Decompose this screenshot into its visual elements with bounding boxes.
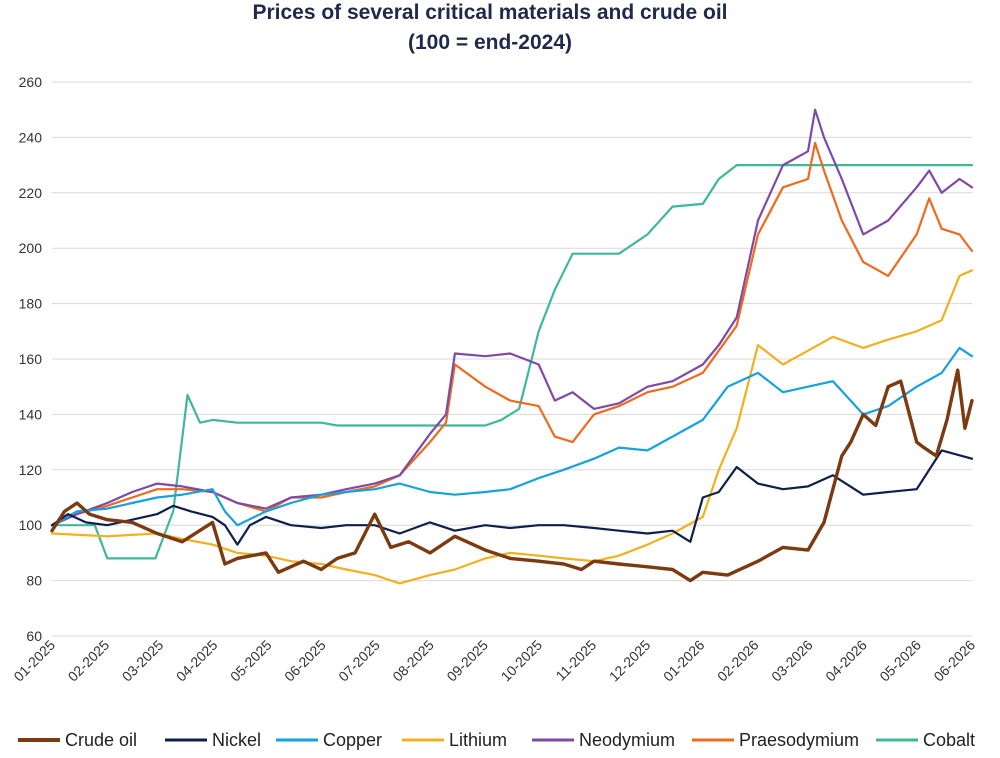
legend-label: Praesodymium	[739, 730, 859, 750]
y-tick-label: 140	[19, 406, 43, 422]
series-line-cobalt	[50, 164, 974, 560]
y-tick-label: 120	[19, 462, 43, 478]
legend: Crude oil Nickel Copper Lithium Neodymium Pra…	[18, 730, 975, 750]
x-tick-label: 12-2025	[606, 637, 654, 685]
series-line-neodymium	[50, 108, 974, 527]
chart-title: Prices of several critical materials and…	[252, 1, 727, 24]
y-tick-label: 240	[19, 129, 43, 145]
legend-label: Neodymium	[579, 730, 675, 750]
y-tick-label: 220	[19, 185, 43, 201]
x-tick-label: 02-2025	[65, 637, 113, 685]
x-tick-label: 01-2026	[660, 637, 708, 685]
x-tick-label: 11-2025	[552, 637, 599, 684]
series-line-copper	[50, 346, 974, 527]
x-tick-label: 06-2026	[930, 637, 978, 685]
y-tick-label: 260	[19, 74, 43, 90]
legend-label: Copper	[323, 730, 382, 750]
series-line-nickel	[50, 449, 974, 546]
y-tick-label: 160	[19, 351, 43, 367]
chart-subtitle: (100 = end-2024)	[408, 31, 572, 54]
x-tick-label: 06-2025	[281, 637, 329, 685]
y-tick-label: 100	[19, 517, 43, 533]
x-tick-label: 04-2025	[173, 637, 221, 685]
y-tick-label: 180	[19, 296, 43, 312]
legend-label: Crude oil	[65, 730, 137, 750]
legend-label: Nickel	[212, 730, 261, 750]
legend-label: Cobalt	[923, 730, 975, 750]
x-tick-label: 09-2025	[443, 637, 491, 685]
y-axis-ticks: 60 80 100 120 140 160 180 200 220 240 260	[19, 74, 43, 644]
x-tick-label: 08-2025	[389, 637, 437, 685]
x-tick-label: 03-2025	[119, 637, 167, 685]
x-tick-label: 05-2025	[227, 637, 275, 685]
y-tick-label: 200	[19, 240, 43, 256]
x-axis-ticks: 01-2025 02-2025 03-2025 04-2025 05-2025 06-20…	[10, 637, 978, 685]
x-tick-label: 07-2025	[335, 637, 383, 685]
series-line-praesodymium	[50, 141, 974, 527]
x-tick-label: 02-2026	[714, 637, 762, 685]
y-tick-label: 80	[26, 573, 42, 589]
series-line-crude-oil	[50, 368, 974, 583]
series-lines	[50, 108, 974, 585]
y-tick-label: 60	[26, 628, 42, 644]
x-tick-label: 10-2025	[498, 637, 546, 685]
x-tick-label: 05-2026	[876, 637, 924, 685]
x-tick-label: 03-2026	[768, 637, 816, 685]
x-tick-label: 04-2026	[822, 637, 870, 685]
legend-label: Lithium	[449, 730, 507, 750]
